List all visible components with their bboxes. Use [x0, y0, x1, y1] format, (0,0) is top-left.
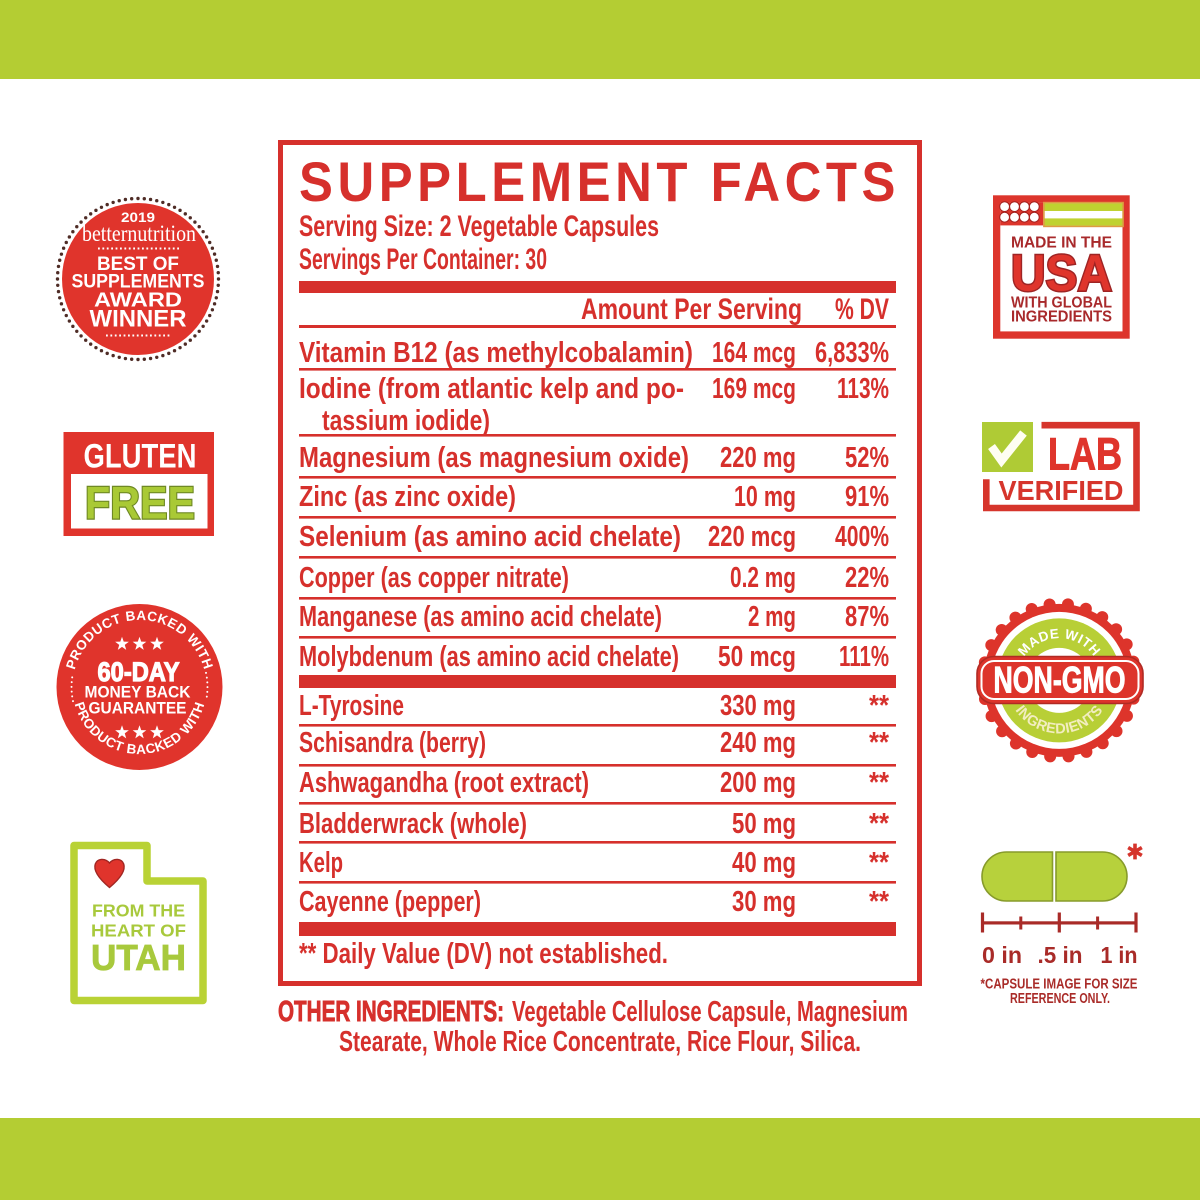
svg-text:Kelp: Kelp: [299, 847, 343, 879]
svg-text:Vegetable Cellulose Capsule, M: Vegetable Cellulose Capsule, Magnesium: [512, 996, 908, 1028]
svg-text:Serving Size: 2 Vegetable Caps: Serving Size: 2 Vegetable Capsules: [299, 210, 659, 243]
svg-text:Manganese (as amino acid chela: Manganese (as amino acid chelate): [299, 601, 662, 633]
svg-text:400%: 400%: [835, 521, 889, 553]
svg-text:**: **: [869, 727, 890, 759]
svg-text:tassium iodide): tassium iodide): [322, 405, 490, 437]
svg-text:GLUTEN: GLUTEN: [84, 438, 197, 476]
svg-text:164 mcg: 164 mcg: [712, 337, 796, 369]
svg-text:Iodine (from atlantic kelp and: Iodine (from atlantic kelp and po-: [299, 373, 684, 405]
svg-text:Selenium (as amino acid chelat: Selenium (as amino acid chelate): [299, 521, 681, 553]
svg-text:BEST OF: BEST OF: [97, 254, 179, 275]
svg-text:91%: 91%: [845, 481, 889, 513]
svg-text:MONEY BACK: MONEY BACK: [85, 683, 192, 702]
svg-text:40 mg: 40 mg: [732, 847, 796, 879]
svg-text:**: **: [869, 808, 890, 840]
svg-text:169 mcg: 169 mcg: [712, 373, 796, 405]
svg-text:Zinc (as zinc oxide): Zinc (as zinc oxide): [299, 481, 516, 513]
svg-text:**: **: [869, 690, 890, 722]
svg-text:52%: 52%: [845, 442, 889, 474]
svg-text:SUPPLEMENTS: SUPPLEMENTS: [72, 272, 205, 293]
svg-text:87%: 87%: [845, 601, 889, 633]
svg-text:Amount Per Serving: Amount Per Serving: [581, 293, 802, 326]
svg-text:200 mg: 200 mg: [720, 767, 796, 799]
svg-text:0 in: 0 in: [982, 942, 1022, 968]
svg-text:VERIFIED: VERIFIED: [999, 475, 1124, 506]
svg-text:50 mg: 50 mg: [732, 808, 796, 840]
svg-text:Stearate, Whole Rice Concentra: Stearate, Whole Rice Concentrate, Rice F…: [339, 1026, 861, 1058]
svg-text:Schisandra (berry): Schisandra (berry): [299, 727, 486, 759]
svg-text:WITH GLOBAL: WITH GLOBAL: [1011, 294, 1112, 311]
svg-text:220 mg: 220 mg: [720, 442, 796, 474]
svg-text:Vitamin B12 (as methylcobalami: Vitamin B12 (as methylcobalamin): [299, 337, 693, 369]
svg-text:6,833%: 6,833%: [815, 337, 889, 369]
svg-text:OTHER INGREDIENTS:: OTHER INGREDIENTS:: [278, 996, 504, 1028]
svg-text:USA: USA: [1011, 245, 1112, 302]
svg-text:Cayenne (pepper): Cayenne (pepper): [299, 886, 481, 918]
svg-text:** Daily Value (DV) not establ: ** Daily Value (DV) not established.: [299, 938, 668, 970]
svg-text:NON-GMO: NON-GMO: [994, 659, 1126, 701]
svg-text:**: **: [869, 767, 890, 799]
svg-text:betternutrition: betternutrition: [82, 221, 196, 246]
svg-text:UTAH: UTAH: [91, 937, 186, 978]
svg-text:MADE IN THE: MADE IN THE: [1011, 234, 1112, 251]
svg-text:2 mg: 2 mg: [748, 601, 796, 633]
svg-text:22%: 22%: [845, 562, 889, 594]
svg-text:.5 in: .5 in: [1038, 942, 1083, 968]
svg-text:Molybdenum (as amino acid chel: Molybdenum (as amino acid chelate): [299, 641, 679, 673]
svg-text:FREE: FREE: [85, 478, 195, 529]
svg-text:240 mg: 240 mg: [720, 727, 796, 759]
svg-text:Copper (as copper nitrate): Copper (as copper nitrate): [299, 562, 569, 594]
svg-text:**: **: [869, 847, 890, 879]
svg-text:220 mcg: 220 mcg: [708, 521, 796, 553]
svg-text:50 mcg: 50 mcg: [718, 641, 796, 673]
svg-text:REFERENCE ONLY.: REFERENCE ONLY.: [1010, 991, 1110, 1007]
svg-text:Ashwagandha (root extract): Ashwagandha (root extract): [299, 767, 589, 799]
svg-text:Magnesium (as magnesium oxide): Magnesium (as magnesium oxide): [299, 442, 689, 474]
svg-text:L-Tyrosine: L-Tyrosine: [299, 690, 404, 722]
svg-text:113%: 113%: [837, 373, 889, 405]
svg-text:INGREDIENTS: INGREDIENTS: [1011, 308, 1112, 325]
svg-text:SUPPLEMENT FACTS: SUPPLEMENT FACTS: [299, 150, 900, 213]
svg-text:60-DAY: 60-DAY: [98, 657, 180, 687]
svg-text:FROM THE: FROM THE: [92, 901, 185, 921]
svg-text:0.2 mg: 0.2 mg: [730, 562, 796, 594]
svg-text:LAB: LAB: [1048, 429, 1122, 480]
svg-text:Bladderwrack (whole): Bladderwrack (whole): [299, 808, 527, 840]
svg-text:AWARD: AWARD: [94, 290, 182, 312]
svg-text:WINNER: WINNER: [90, 306, 187, 333]
svg-text:1 in: 1 in: [1101, 942, 1138, 968]
svg-text:GUARANTEE: GUARANTEE: [89, 698, 187, 717]
svg-text:111%: 111%: [839, 641, 889, 673]
svg-text:330 mg: 330 mg: [720, 690, 796, 722]
svg-text:30 mg: 30 mg: [732, 886, 796, 918]
svg-text:*CAPSULE IMAGE FOR SIZE: *CAPSULE IMAGE FOR SIZE: [981, 977, 1138, 993]
svg-text:2019: 2019: [121, 210, 155, 225]
svg-text:HEART OF: HEART OF: [91, 921, 186, 941]
svg-text:Servings Per Container: 30: Servings Per Container: 30: [299, 243, 547, 276]
svg-text:10 mg: 10 mg: [734, 481, 796, 513]
svg-text:**: **: [869, 886, 890, 918]
svg-text:% DV: % DV: [835, 293, 889, 326]
